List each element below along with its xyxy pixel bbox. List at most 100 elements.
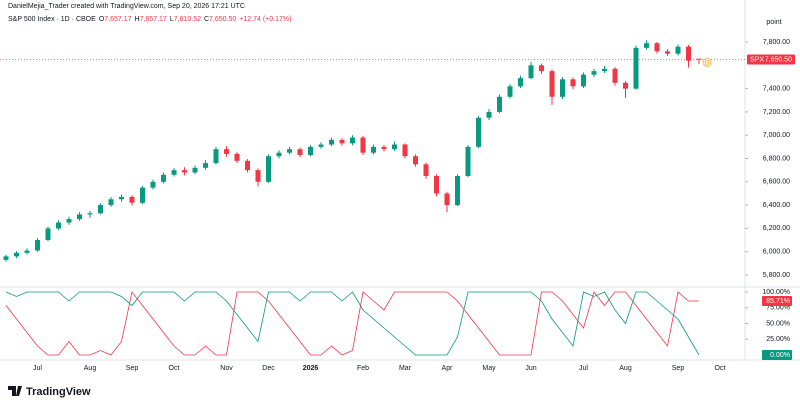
- candle-body: [77, 214, 82, 220]
- y-tick-label: 7,400.00: [763, 85, 790, 92]
- author-line: DanielMejia_Trader created with TradingV…: [8, 3, 245, 10]
- candle-body: [3, 256, 9, 260]
- legend-change: +12.74 (+0.17%): [239, 16, 292, 23]
- candle-body: [665, 51, 670, 54]
- x-tick-label: Jun: [525, 365, 536, 372]
- event-marker-label: D: [705, 60, 710, 66]
- candle-body: [140, 187, 145, 203]
- logo: TradingView: [8, 386, 91, 398]
- legend-key: O: [98, 16, 105, 23]
- candle-body: [591, 71, 597, 75]
- candle-body: [612, 68, 618, 83]
- y-tick-label: 6,600.00: [763, 179, 790, 186]
- y-tick-label: 7,000.00: [763, 132, 790, 139]
- x-tick-label: 2026: [303, 365, 319, 372]
- event-marker: [702, 58, 712, 67]
- value-label: 85.71%: [766, 298, 790, 305]
- legend-key: H: [134, 16, 140, 23]
- candle-body: [318, 144, 324, 147]
- candle-body: [119, 196, 124, 200]
- candle-body: [381, 146, 387, 150]
- candle-body: [245, 160, 250, 171]
- candle-body: [633, 47, 639, 89]
- legend-value: 7,657.17: [139, 16, 167, 23]
- candle-body: [182, 170, 187, 173]
- candle-body: [476, 117, 481, 147]
- x-tick-label: Sep: [126, 365, 139, 372]
- value-badge: [762, 296, 792, 307]
- y-tick-label: 25.00%: [766, 336, 790, 343]
- symbol-badge: SPX: [750, 56, 764, 63]
- candle-body: [350, 137, 355, 144]
- candle-body: [87, 213, 93, 215]
- axis-unit: point: [766, 19, 781, 26]
- candle-body: [150, 181, 156, 188]
- candle-body: [560, 79, 565, 97]
- last-price-badge: [747, 54, 795, 65]
- candle-body: [224, 149, 229, 154]
- candle-body: [213, 149, 219, 164]
- candle-body: [602, 68, 607, 72]
- y-tick-label: 75.00%: [766, 305, 790, 312]
- legend-value: 7,650.50: [209, 16, 237, 23]
- candle-body: [203, 163, 208, 168]
- legend-value: 7,657.17: [104, 16, 132, 23]
- candle-body: [455, 175, 460, 206]
- candle-body: [161, 174, 166, 182]
- value-label: 0.00%: [770, 352, 790, 359]
- candle-body: [234, 153, 240, 161]
- candle-body: [360, 137, 366, 153]
- candle-body: [35, 240, 40, 251]
- candle-body: [675, 46, 681, 54]
- candle-body: [266, 156, 271, 182]
- candle-body: [497, 96, 502, 112]
- last-price-label: 7,650.50: [765, 56, 792, 63]
- candle-body: [581, 74, 586, 87]
- x-tick-label: Mar: [399, 365, 412, 372]
- candle-body: [644, 43, 649, 48]
- aroon-line: [5, 291, 699, 356]
- candle-body: [570, 79, 576, 87]
- value-badge: [762, 350, 792, 360]
- candle-body: [297, 149, 303, 156]
- x-tick-label: Apr: [442, 365, 454, 372]
- x-tick-label: Oct: [715, 365, 726, 372]
- candle-body: [423, 164, 429, 176]
- candle-body: [255, 170, 261, 182]
- candle-body: [276, 152, 282, 157]
- y-tick-label: 50.00%: [766, 320, 790, 327]
- candle-body: [623, 82, 628, 89]
- candle-body: [686, 46, 691, 61]
- x-tick-label: Jul: [579, 365, 588, 372]
- x-tick-label: Dec: [262, 365, 275, 372]
- candle-body: [413, 156, 418, 165]
- candle-body: [108, 199, 114, 206]
- candle-body: [192, 167, 198, 173]
- candle-body: [434, 175, 439, 194]
- candle-body: [287, 149, 292, 153]
- x-tick-label: Jul: [33, 365, 42, 372]
- x-tick-label: Sep: [672, 365, 685, 372]
- legend-value: 7,610.52: [173, 16, 201, 23]
- candle-body: [329, 139, 334, 145]
- candle-body: [56, 222, 61, 229]
- candle-body: [518, 78, 523, 87]
- candle-body: [392, 144, 397, 150]
- candle-body: [444, 193, 450, 206]
- y-tick-label: 6,000.00: [763, 249, 790, 256]
- candle-body: [486, 111, 492, 118]
- y-tick-label: 7,200.00: [763, 109, 790, 116]
- candle-body: [339, 139, 345, 144]
- candle-body: [308, 146, 313, 156]
- aroon-line: [5, 291, 700, 356]
- y-tick-label: 5,800.00: [763, 272, 790, 279]
- candle-body: [402, 144, 408, 157]
- x-tick-label: May: [482, 365, 496, 372]
- x-tick-label: Nov: [220, 365, 233, 372]
- candle-body: [539, 65, 544, 72]
- candle-body: [465, 146, 471, 176]
- candle-body: [371, 146, 376, 153]
- y-tick-label: 7,800.00: [763, 39, 790, 46]
- x-tick-label: Aug: [619, 365, 632, 372]
